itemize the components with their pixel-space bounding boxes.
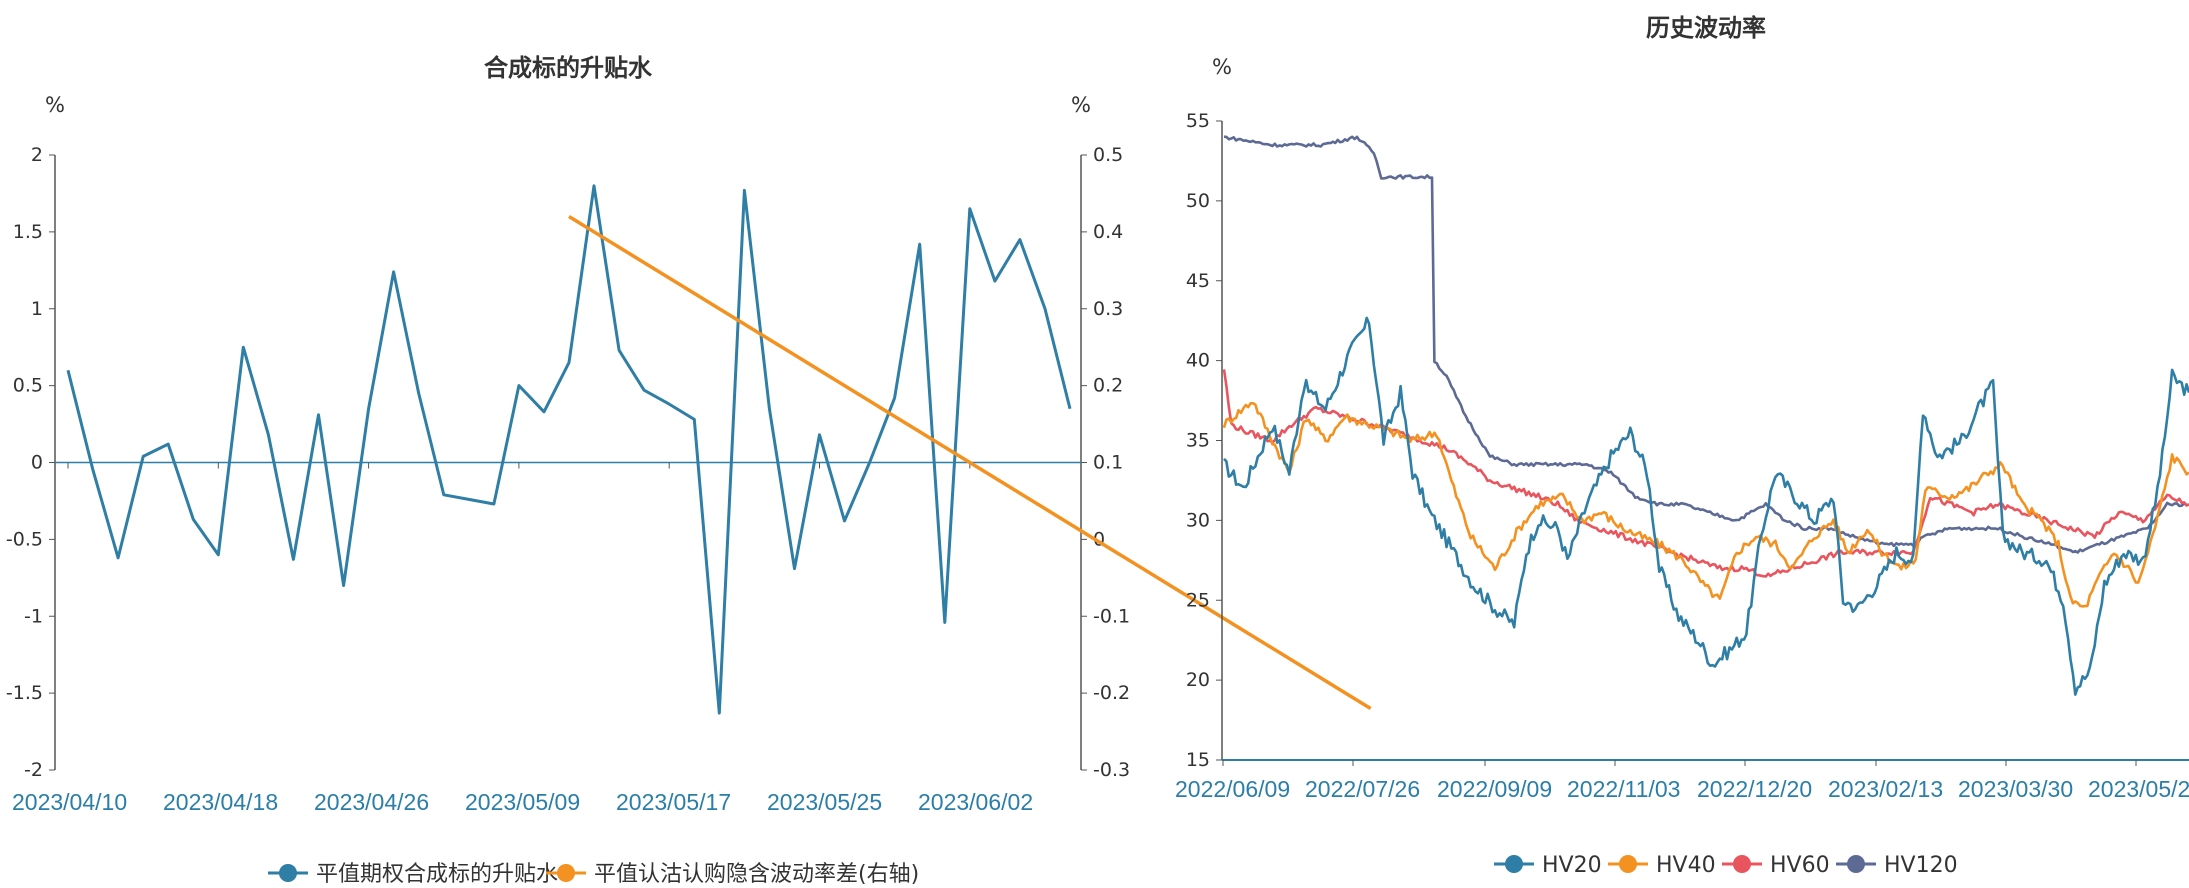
right-axes: 55 50 45 40 35 30 25 20 15 2022/06/09 2022/07/26 20… xyxy=(1175,110,2189,802)
right-legend[interactable]: HV20 HV40 HV60 HV120 xyxy=(1494,853,1958,878)
left-x-tick-label: 2023/04/18 xyxy=(163,789,278,815)
left-x-tick-label: 2023/04/10 xyxy=(12,789,127,815)
hv-y-tick-label: 20 xyxy=(1186,669,1210,691)
hv-x-tick-label: 2023/02/13 xyxy=(1828,776,1943,802)
legend-marker-hv20 xyxy=(1505,855,1523,873)
right-y-tick-label: 0.5 xyxy=(1093,144,1123,166)
hv-y-tick-label: 45 xyxy=(1186,270,1210,292)
hv-y-unit: % xyxy=(1212,55,1232,79)
hv-x-tick-label: 2022/12/20 xyxy=(1697,776,1812,802)
left-axes: 21.510.50-0.5-1-1.5-20.50.40.30.20.10-0.… xyxy=(6,144,1130,815)
left-x-tick-label: 2023/05/25 xyxy=(767,789,882,815)
left-chart-title: 合成标的升贴水 xyxy=(484,54,653,82)
legend-label-hv40[interactable]: HV40 xyxy=(1656,853,1716,878)
left-x-tick-label: 2023/06/02 xyxy=(918,789,1033,815)
hv-y-tick-label: 35 xyxy=(1186,430,1210,452)
right-y-tick-label: -0.2 xyxy=(1093,682,1130,704)
hv-x-tick-label: 2022/11/03 xyxy=(1567,776,1680,802)
left-y-tick-label: 1 xyxy=(31,298,43,320)
left-series-layer xyxy=(66,184,1372,715)
right-y-tick-label: -0.3 xyxy=(1093,759,1130,781)
right-chart-title: 历史波动率 xyxy=(1646,14,1766,42)
legend-label-hv20[interactable]: HV20 xyxy=(1542,853,1602,878)
hv-x-tick-label: 2022/07/26 xyxy=(1305,776,1420,802)
left-y-tick-label: 1.5 xyxy=(13,221,43,243)
hv-y-tick-label: 30 xyxy=(1186,509,1210,531)
left-y-tick-label: 0 xyxy=(31,452,43,474)
legend-label-hv120[interactable]: HV120 xyxy=(1884,853,1958,878)
left-y-tick-label: 2 xyxy=(31,144,43,166)
right-y-unit: % xyxy=(1071,93,1091,117)
right-y-tick-label: 0.3 xyxy=(1093,298,1123,320)
left-x-tick-label: 2023/05/17 xyxy=(616,789,731,815)
left-x-tick-label: 2023/04/26 xyxy=(314,789,429,815)
hv-y-tick-label: 15 xyxy=(1186,749,1210,771)
hv-y-tick-label: 50 xyxy=(1186,190,1210,212)
legend-marker-hv120 xyxy=(1847,855,1865,873)
series-line-premium xyxy=(66,184,1072,715)
right-y-tick-label: -0.1 xyxy=(1093,605,1130,627)
right-chart: 历史波动率 % 55 50 45 40 35 30 25 20 15 2022/06/09 2022… xyxy=(1175,14,2189,878)
hv-y-tick-label: 40 xyxy=(1186,350,1210,372)
left-y-tick-label: 0.5 xyxy=(13,375,43,397)
left-legend[interactable]: 平值期权合成标的升贴水 平值认沽认购隐含波动率差(右轴) xyxy=(268,862,919,887)
series-line-hv120 xyxy=(1223,135,2189,554)
legend-marker-iv-spread xyxy=(557,864,575,882)
legend-label-premium[interactable]: 平值期权合成标的升贴水 xyxy=(316,862,558,887)
hv-y-tick-label: 25 xyxy=(1186,589,1210,611)
right-y-tick-label: 0.4 xyxy=(1093,221,1123,243)
legend-marker-hv40 xyxy=(1619,855,1637,873)
hv-x-tick-label: 2022/06/09 xyxy=(1175,776,1290,802)
hv-y-tick-label: 55 xyxy=(1186,110,1210,132)
series-line-hv20 xyxy=(1223,316,2189,696)
hv-x-tick-label: 2023/03/30 xyxy=(1958,776,2073,802)
left-y-tick-label: -1.5 xyxy=(6,682,43,704)
hv-x-tick-label: 2022/09/09 xyxy=(1437,776,1552,802)
series-line-iv-spread xyxy=(568,215,1372,710)
legend-label-hv60[interactable]: HV60 xyxy=(1770,853,1830,878)
right-y-tick-label: 0.1 xyxy=(1093,452,1123,474)
legend-marker-premium xyxy=(279,864,297,882)
left-y-tick-label: -1 xyxy=(24,605,43,627)
right-y-tick-label: 0.2 xyxy=(1093,375,1123,397)
left-chart: 合成标的升贴水 % % 2 1.5 1 0.5 0 -0.5 -1 -1.5 -2 0.5 0.4 0… xyxy=(6,54,1372,887)
right-series-layer xyxy=(1222,135,2189,696)
legend-label-iv-spread[interactable]: 平值认沽认购隐含波动率差(右轴) xyxy=(594,862,919,887)
hv-x-tick-label: 2023/05/22 xyxy=(2088,776,2189,802)
series-line-hv60 xyxy=(1222,369,2189,578)
left-y-tick-label: -2 xyxy=(24,759,43,781)
series-line-hv40 xyxy=(1222,401,2189,608)
legend-marker-hv60 xyxy=(1733,855,1751,873)
left-y-tick-label: -0.5 xyxy=(6,528,43,550)
left-x-tick-label: 2023/05/09 xyxy=(465,789,580,815)
left-y-unit: % xyxy=(45,93,65,117)
